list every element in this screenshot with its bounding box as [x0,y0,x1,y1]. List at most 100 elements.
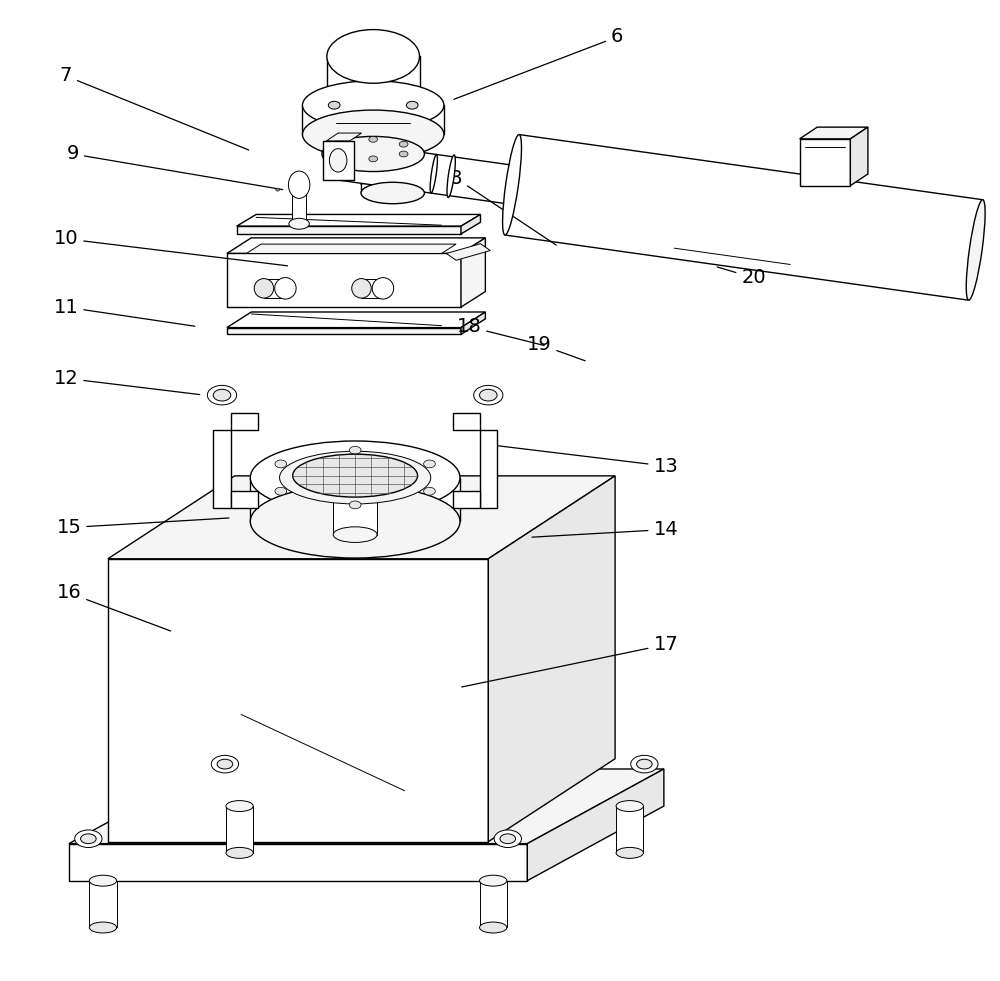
Ellipse shape [349,446,361,454]
Ellipse shape [372,278,394,299]
Polygon shape [264,279,285,298]
Ellipse shape [349,501,361,509]
Text: 16: 16 [56,584,171,631]
Ellipse shape [327,29,420,83]
Polygon shape [227,237,485,253]
Ellipse shape [424,460,435,468]
Ellipse shape [637,759,652,769]
Ellipse shape [327,103,420,156]
Ellipse shape [494,830,521,848]
Polygon shape [292,184,306,224]
Polygon shape [527,769,664,881]
Ellipse shape [616,800,643,811]
Text: 10: 10 [54,230,288,266]
Ellipse shape [447,155,455,197]
Polygon shape [108,559,488,842]
Ellipse shape [338,141,347,147]
Polygon shape [326,133,362,141]
Ellipse shape [211,755,239,773]
Polygon shape [480,431,497,508]
Ellipse shape [250,485,460,558]
Ellipse shape [329,149,347,172]
Ellipse shape [361,182,424,204]
Ellipse shape [280,451,431,504]
Polygon shape [69,769,664,844]
Polygon shape [446,243,490,260]
Polygon shape [231,490,258,508]
Polygon shape [488,476,615,842]
Polygon shape [461,312,485,335]
Text: 11: 11 [54,297,195,327]
Text: 6: 6 [454,27,623,99]
Ellipse shape [333,473,377,489]
Ellipse shape [207,386,237,405]
Text: 14: 14 [532,520,678,539]
Ellipse shape [369,156,378,162]
Ellipse shape [302,110,444,159]
Ellipse shape [966,200,985,300]
Polygon shape [246,244,456,253]
Ellipse shape [352,279,371,298]
Ellipse shape [293,454,418,497]
Polygon shape [237,227,461,233]
Ellipse shape [480,922,507,933]
Text: 7: 7 [60,67,249,150]
Text: 17: 17 [462,635,678,687]
Ellipse shape [503,134,521,235]
Polygon shape [850,128,868,185]
Polygon shape [461,237,485,307]
Polygon shape [327,57,420,129]
Polygon shape [227,253,461,307]
Ellipse shape [250,441,460,514]
Polygon shape [213,431,231,508]
Polygon shape [250,478,460,522]
Ellipse shape [474,386,503,405]
Ellipse shape [406,101,418,109]
Polygon shape [302,105,444,134]
Ellipse shape [328,101,340,109]
Polygon shape [69,844,527,881]
Text: 15: 15 [56,518,229,537]
Ellipse shape [322,136,424,172]
Ellipse shape [275,278,296,299]
Polygon shape [616,806,643,852]
Polygon shape [108,476,615,559]
Polygon shape [361,279,383,298]
Polygon shape [335,141,515,204]
Ellipse shape [288,171,310,198]
Ellipse shape [289,219,309,230]
Ellipse shape [89,922,117,933]
Ellipse shape [213,389,231,401]
Text: 13: 13 [483,444,678,476]
Polygon shape [800,128,868,139]
Polygon shape [480,881,507,927]
Polygon shape [227,312,485,328]
Ellipse shape [226,800,253,811]
Ellipse shape [275,460,287,468]
Ellipse shape [338,151,347,157]
Ellipse shape [276,188,280,191]
Polygon shape [322,132,424,154]
Ellipse shape [75,830,102,848]
Ellipse shape [275,488,287,495]
Ellipse shape [369,136,378,142]
Ellipse shape [361,173,424,194]
Text: 12: 12 [54,369,200,394]
Polygon shape [227,328,461,335]
Text: 9: 9 [67,144,283,189]
Polygon shape [453,413,480,431]
Polygon shape [461,215,480,233]
Ellipse shape [254,279,274,298]
Polygon shape [505,134,983,300]
Ellipse shape [399,151,408,157]
Text: 20: 20 [717,267,766,287]
Ellipse shape [302,80,444,129]
Ellipse shape [480,389,497,401]
Polygon shape [323,141,354,180]
Ellipse shape [217,759,233,769]
Polygon shape [89,881,117,927]
Polygon shape [800,139,850,185]
Ellipse shape [322,115,424,150]
Polygon shape [237,215,480,227]
Ellipse shape [89,875,117,886]
